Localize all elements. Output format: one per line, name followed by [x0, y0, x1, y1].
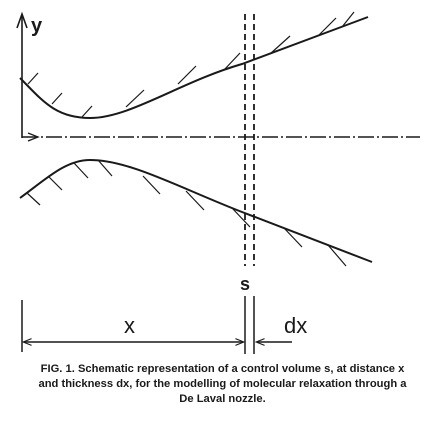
control-volume-label: s — [240, 274, 250, 294]
caption-line-1: FIG. 1. Schematic representation of a co… — [40, 363, 405, 375]
y-axis-label: y — [31, 15, 43, 37]
lower-wall-hatching — [26, 159, 347, 267]
thickness-dx-label: dx — [284, 313, 307, 338]
nozzle-diagram: y s x dx — [16, 11, 420, 354]
distance-x-label: x — [124, 313, 135, 338]
upper-wall-hatching — [27, 11, 355, 118]
lower-nozzle-wall — [19, 158, 373, 263]
y-axis-arrowhead — [16, 11, 28, 29]
caption-line-3: De Laval nozzle. — [179, 393, 266, 405]
upper-nozzle-wall — [19, 16, 369, 120]
caption-line-2: and thickness dx, for the modelling of m… — [38, 378, 407, 390]
centerline-arrowhead — [27, 132, 40, 142]
figure-caption: FIG. 1. Schematic representation of a co… — [8, 362, 437, 407]
